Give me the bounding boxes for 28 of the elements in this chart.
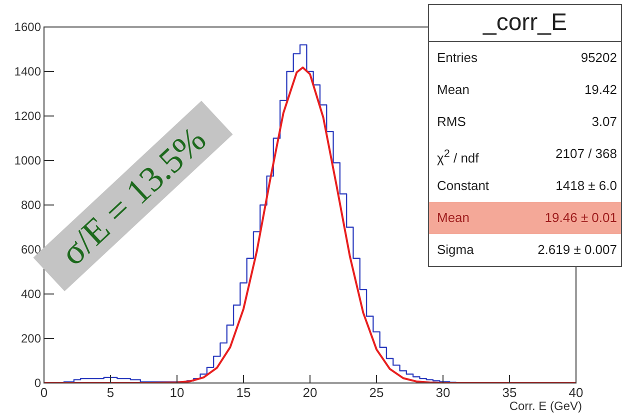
y-tick-label: 0: [34, 376, 42, 390]
x-tick-label: 20: [302, 385, 318, 400]
annotation: Sigma: [437, 241, 474, 259]
annotation: Mean: [437, 81, 470, 99]
annotation: _corr_E: [429, 5, 621, 42]
annotation: RMS: [437, 113, 466, 131]
annotation: Constant: [437, 177, 490, 195]
annotation: χ$^{2}$ / ndf: [437, 147, 479, 168]
text: 95202: [580, 49, 617, 67]
text: 3.07: [592, 113, 617, 131]
y-tick-label: 1400: [14, 64, 42, 78]
annotation: Mean: [437, 209, 470, 227]
x-tick-label: 35: [502, 385, 517, 400]
x-axis-title: Corr. E (GeV): [509, 399, 582, 413]
x-tick-label: 10: [170, 385, 184, 400]
x-tick-label: 30: [436, 385, 450, 400]
annotation: 1418 ± 6.0: [556, 177, 617, 195]
annotation: 2.619 ± 0.007: [538, 241, 617, 259]
annotation: 2107 / 368: [556, 145, 617, 163]
x-tick-label: 5: [106, 385, 114, 400]
x-tick-label: 40: [568, 385, 584, 400]
annotation: Entries: [437, 49, 478, 67]
text: 19.42: [584, 81, 617, 99]
x-tick-label: 15: [236, 385, 251, 400]
y-tick-label: 1600: [14, 20, 42, 34]
annotation: 19.46 ± 0.01: [544, 209, 617, 227]
x-tick-label: 25: [369, 385, 384, 400]
y-tick-label: 200: [20, 332, 42, 346]
